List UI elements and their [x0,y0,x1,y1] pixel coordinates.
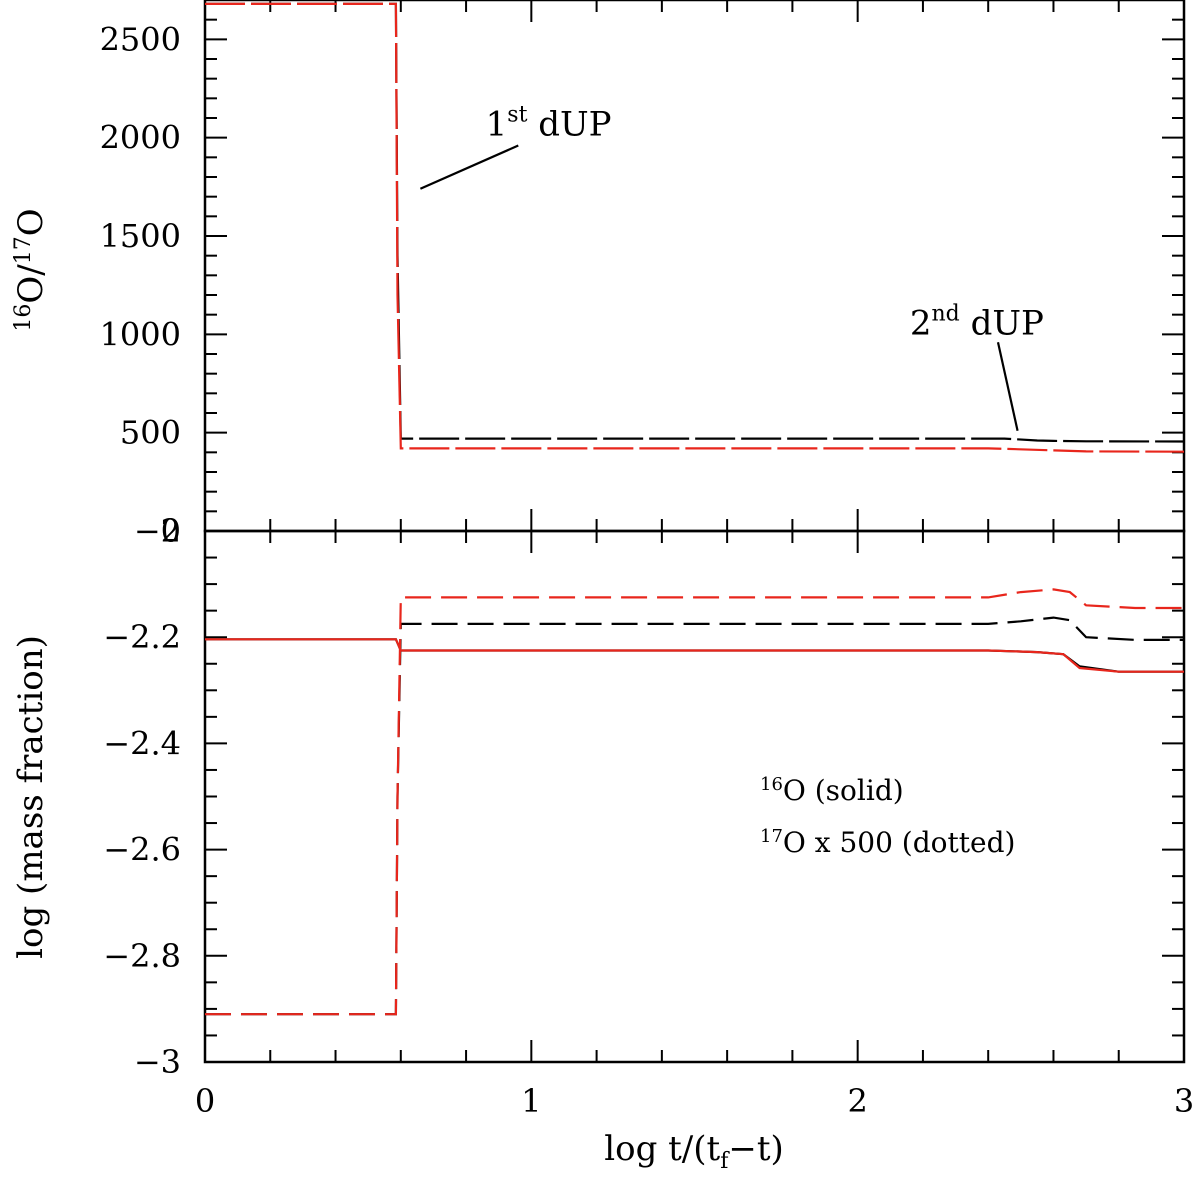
xtick-label: 2 [847,1082,867,1120]
top-ylabel-part2: O [11,208,51,236]
bottom-frame [203,529,1186,1064]
bottom-series-line-2 [205,638,1184,673]
annotation-label-0: 1st dUP [486,103,612,145]
top-ylabel-sup2: 17 [11,236,36,264]
bottom-ytick-label: −2 [134,512,181,550]
xlabel-part2: −t) [728,1129,783,1169]
top-ytick-label: 1500 [100,217,181,255]
top-series-line-1 [205,2,1185,453]
xtick-label: 3 [1174,1082,1194,1120]
top-ylabel-part1: O/ [11,264,51,304]
xtick-label: 0 [195,1082,215,1120]
top-series-line-0 [205,2,1185,443]
bottom-ytick-label: −2.6 [103,831,181,869]
legend-entry-1: 17O x 500 (dotted) [760,826,1015,859]
top-ylabel: 16O/17O [11,208,51,331]
top-ytick-label: 500 [120,414,181,452]
bottom-ytick-label: −2.2 [103,618,181,656]
bottom-ytick-label: −3 [134,1043,181,1081]
bottom-ytick-label: −2.4 [103,724,181,762]
bottom-ylabel: log (mass fraction) [11,635,51,959]
annotation-pointer-1 [996,341,1019,431]
bottom-series-line-0 [205,638,1184,673]
legend-entry-0: 16O (solid) [760,774,904,807]
top-ylabel-sup1: 16 [11,304,36,332]
xlabel-part1: log t/(t [604,1129,720,1169]
top-panel: 0 500 1000 1500 2000 2500 1st dUP 2nd dUP [100,0,1186,550]
bottom-ytick-label: −2.8 [103,937,181,975]
xtick-label: 1 [521,1082,541,1120]
top-ytick-label: 1000 [100,315,181,353]
top-ytick-label: 2000 [100,119,181,157]
top-ytick-label: 0 [161,512,181,550]
top-frame [203,0,1186,533]
annotation-pointer-0 [419,144,519,190]
annotation-label-1: 2nd dUP [910,301,1044,343]
top-ytick-label: 2500 [100,20,181,58]
xlabel-sub: f [720,1149,730,1174]
xlabel: log t/(tf−t) [604,1129,784,1174]
bottom-series-line-3 [205,588,1184,1016]
bottom-series-line-1 [205,616,1184,1016]
axis-labels: 16O/17O log (mass fraction) log t/(tf−t) [11,208,784,1174]
